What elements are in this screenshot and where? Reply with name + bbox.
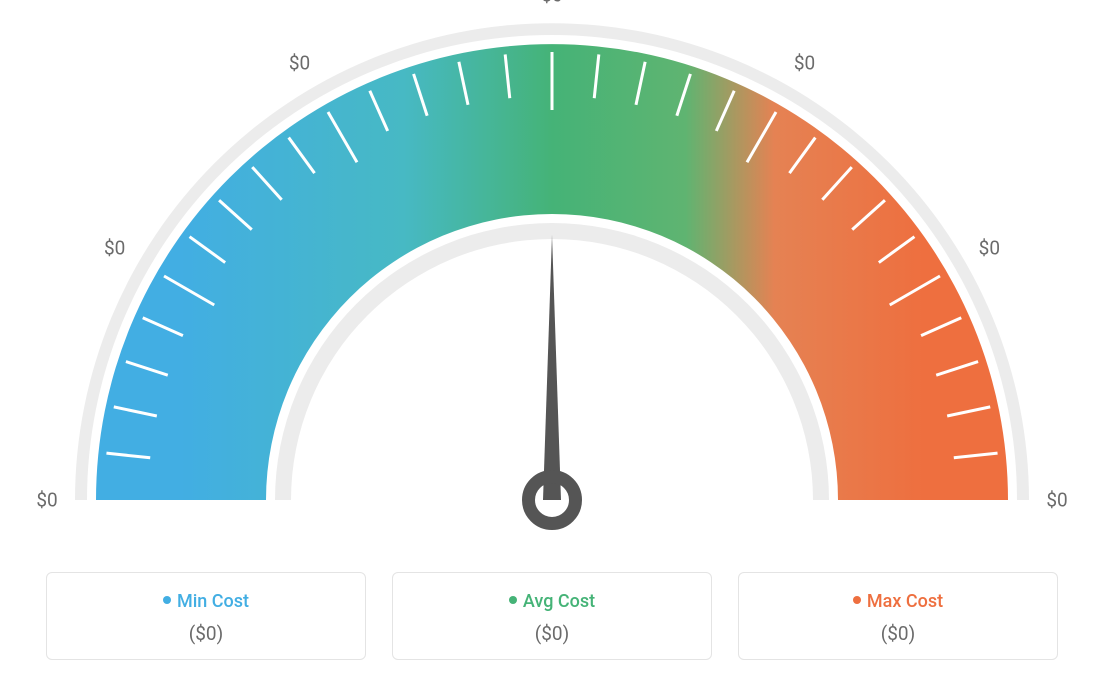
gauge-needle xyxy=(543,235,561,500)
gauge-svg xyxy=(0,0,1104,560)
gauge-tick-label: $0 xyxy=(979,236,1000,259)
legend-title-min: Min Cost xyxy=(57,591,355,612)
legend-card-avg: Avg Cost ($0) xyxy=(392,572,712,660)
gauge-tick-label: $0 xyxy=(541,0,562,7)
legend-label-max: Max Cost xyxy=(867,591,943,612)
gauge-tick-label: $0 xyxy=(289,51,310,74)
legend-bullet-avg xyxy=(509,596,517,604)
legend-title-max: Max Cost xyxy=(749,591,1047,612)
gauge-tick-label: $0 xyxy=(104,236,125,259)
legend-bullet-min xyxy=(163,596,171,604)
legend-card-max: Max Cost ($0) xyxy=(738,572,1058,660)
gauge-tick-label: $0 xyxy=(1046,489,1067,512)
cost-gauge: $0 $0 $0 $0 $0 $0 $0 xyxy=(0,0,1104,560)
legend-label-min: Min Cost xyxy=(177,591,249,612)
gauge-tick-label: $0 xyxy=(36,489,57,512)
gauge-tick-label: $0 xyxy=(794,51,815,74)
legend-value-max: ($0) xyxy=(749,622,1047,645)
legend-row: Min Cost ($0) Avg Cost ($0) Max Cost ($0) xyxy=(0,572,1104,660)
legend-bullet-max xyxy=(853,596,861,604)
legend-value-min: ($0) xyxy=(57,622,355,645)
legend-value-avg: ($0) xyxy=(403,622,701,645)
legend-label-avg: Avg Cost xyxy=(523,591,595,612)
legend-title-avg: Avg Cost xyxy=(403,591,701,612)
legend-card-min: Min Cost ($0) xyxy=(46,572,366,660)
